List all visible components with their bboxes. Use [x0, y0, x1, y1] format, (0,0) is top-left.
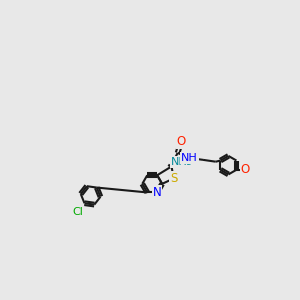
Text: N: N [153, 186, 162, 199]
Text: NH₂: NH₂ [171, 157, 192, 167]
Text: O: O [176, 135, 186, 148]
Text: S: S [170, 172, 177, 185]
Text: O: O [241, 163, 250, 176]
Text: Cl: Cl [72, 207, 83, 217]
Text: NH: NH [181, 153, 198, 163]
